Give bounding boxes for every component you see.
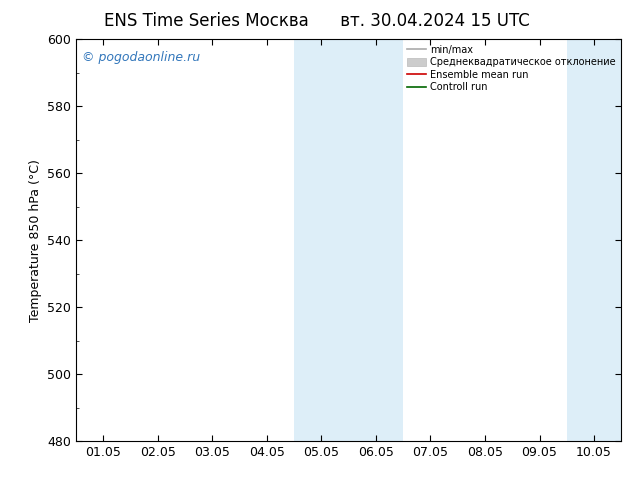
- Text: © pogodaonline.ru: © pogodaonline.ru: [82, 51, 200, 64]
- Bar: [294, 39, 403, 441]
- Bar: [567, 39, 634, 441]
- Text: ENS Time Series Москва      вт. 30.04.2024 15 UTC: ENS Time Series Москва вт. 30.04.2024 15…: [104, 12, 530, 30]
- Legend: min/max, Среднеквадратическое отклонение, Ensemble mean run, Controll run: min/max, Среднеквадратическое отклонение…: [403, 41, 619, 96]
- Y-axis label: Temperature 850 hPa (°С): Temperature 850 hPa (°С): [29, 159, 42, 321]
